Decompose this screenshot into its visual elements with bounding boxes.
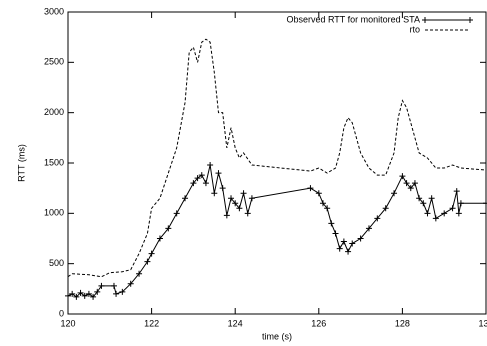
point-marker	[119, 288, 126, 295]
point-marker	[345, 248, 352, 255]
x-tick-label: 126	[311, 318, 326, 328]
point-marker	[399, 173, 406, 180]
point-marker	[248, 195, 255, 202]
point-marker	[240, 190, 247, 197]
point-marker	[127, 280, 134, 287]
point-marker	[144, 258, 151, 265]
y-tick-label: 2000	[44, 107, 64, 117]
y-tick-label: 500	[49, 258, 64, 268]
point-marker	[81, 292, 88, 299]
legend-marker	[467, 17, 473, 23]
x-tick-label: 122	[144, 318, 159, 328]
point-marker	[432, 215, 439, 222]
point-marker	[315, 190, 322, 197]
point-marker	[332, 230, 339, 237]
point-marker	[207, 162, 214, 169]
point-marker	[319, 200, 326, 207]
point-marker	[411, 180, 418, 187]
point-marker	[69, 290, 76, 297]
point-marker	[136, 270, 143, 277]
y-axis-label: RTT (ms)	[16, 144, 26, 182]
point-marker	[198, 172, 205, 179]
point-marker	[228, 195, 235, 202]
point-marker	[148, 250, 155, 257]
point-marker	[457, 200, 464, 207]
x-tick-label: 120	[60, 318, 75, 328]
point-marker	[416, 195, 423, 202]
point-marker	[328, 220, 335, 227]
point-marker	[391, 190, 398, 197]
point-marker	[194, 175, 201, 182]
point-marker	[340, 238, 347, 245]
point-marker	[407, 185, 414, 192]
point-marker	[65, 292, 71, 299]
point-marker	[236, 205, 243, 212]
point-marker	[94, 288, 101, 295]
y-tick-label: 0	[59, 308, 64, 318]
point-marker	[182, 195, 189, 202]
point-marker	[73, 293, 80, 300]
point-marker	[483, 200, 487, 207]
point-marker	[173, 210, 180, 217]
point-marker	[449, 205, 456, 212]
point-marker	[403, 180, 410, 187]
point-marker	[90, 293, 97, 300]
x-tick-label: 124	[228, 318, 243, 328]
point-marker	[77, 289, 84, 296]
point-marker	[324, 205, 331, 212]
point-marker	[165, 225, 172, 232]
series-line	[67, 164, 486, 298]
y-tick-label: 1500	[44, 157, 64, 167]
legend-label: Observed RTT for monitored STA	[286, 14, 420, 24]
y-tick-label: 1000	[44, 208, 64, 218]
point-marker	[110, 282, 117, 289]
point-marker	[223, 212, 230, 219]
legend-label: rto	[409, 24, 420, 34]
point-marker	[374, 215, 381, 222]
point-marker	[382, 205, 389, 212]
point-marker	[156, 235, 163, 242]
point-marker	[244, 210, 251, 217]
x-tick-label: 128	[395, 318, 410, 328]
point-marker	[307, 185, 314, 192]
y-tick-label: 3000	[44, 6, 64, 16]
point-marker	[441, 210, 448, 217]
point-marker	[424, 210, 431, 217]
point-marker	[219, 185, 226, 192]
point-marker	[190, 180, 197, 187]
point-marker	[232, 200, 239, 207]
point-marker	[428, 195, 435, 202]
point-marker	[453, 188, 460, 195]
point-marker	[336, 245, 343, 252]
point-marker	[85, 290, 92, 297]
x-tick-label: 130	[478, 318, 487, 328]
point-marker	[357, 235, 364, 242]
point-marker	[215, 170, 222, 177]
point-marker	[98, 282, 105, 289]
x-axis-label: time (s)	[262, 331, 292, 341]
point-marker	[349, 240, 356, 247]
point-marker	[365, 225, 372, 232]
point-marker	[202, 180, 209, 187]
point-marker	[113, 290, 120, 297]
point-marker	[455, 210, 462, 217]
point-marker	[420, 200, 427, 207]
point-marker	[211, 190, 218, 197]
series-line	[67, 38, 487, 278]
y-tick-label: 2500	[44, 57, 64, 67]
legend-marker	[422, 17, 428, 23]
